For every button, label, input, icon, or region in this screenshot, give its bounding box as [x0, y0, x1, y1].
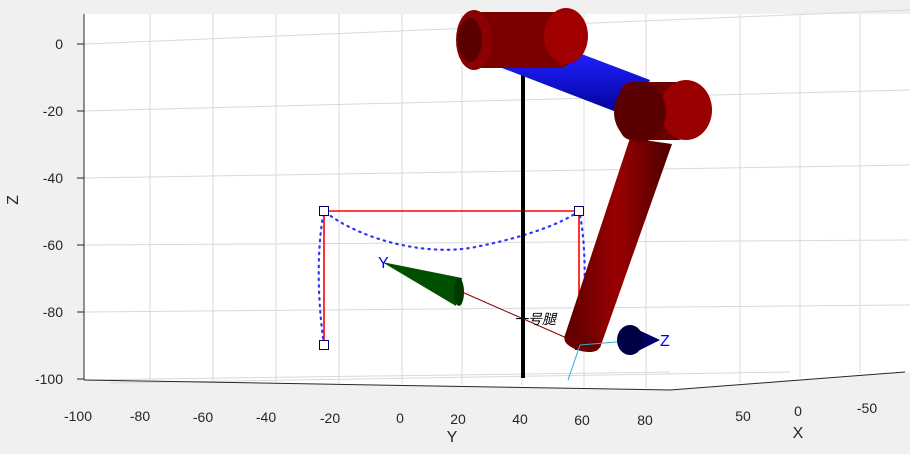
z-tick-label: -20 [43, 103, 63, 119]
y-tick-labels: -100 -80 -60 -40 -20 0 20 40 60 80 [64, 408, 653, 428]
axis-lines [83, 14, 906, 391]
z-tick-label: -60 [43, 237, 63, 253]
y-tick-label: -100 [64, 408, 92, 424]
y-axis-cone [382, 262, 462, 306]
x-tick-labels: 50 0 -50 [735, 400, 877, 424]
waypoint-marker [319, 340, 329, 350]
x-tick-label: 50 [735, 408, 751, 424]
y-tick-label: -60 [193, 409, 213, 425]
annotation-leader [461, 291, 579, 344]
y-axis-cone-base [454, 278, 464, 306]
y-tick-label: 0 [396, 410, 404, 426]
frame-label-y: Y [378, 255, 389, 272]
trajectory-solid-path [323, 210, 580, 345]
z-tick-label: -80 [43, 304, 63, 320]
waypoint-marker [574, 206, 584, 216]
y-tick-label: -40 [256, 409, 276, 425]
leg-annotation: 一号腿 [514, 312, 558, 328]
z-axis-cone-base [617, 325, 643, 355]
z-axis-label: Z [5, 195, 22, 205]
elbow-joint [614, 80, 712, 142]
y-tick-label: 80 [637, 412, 653, 428]
y-tick-label: 60 [574, 412, 590, 428]
frame-label-z: Z [660, 333, 670, 350]
z-tick-label: 0 [55, 36, 63, 52]
lower-link [564, 138, 672, 353]
shoulder-joint [456, 8, 588, 70]
z-tick-marks [77, 43, 84, 380]
z-tick-label: -40 [43, 170, 63, 186]
trajectory-dotted-path [317, 209, 586, 347]
waypoint-marker [319, 206, 329, 216]
z-tick-labels: 0 -20 -40 -60 -80 -100 [35, 36, 63, 387]
z-tick-label: -100 [35, 371, 63, 387]
x-tick-label: 0 [794, 403, 802, 419]
x-tick-label: -50 [857, 400, 877, 416]
y-tick-label: -20 [320, 410, 340, 426]
x-axis-label: X [793, 425, 804, 442]
plot-area [84, 14, 910, 390]
y-tick-label: 40 [512, 411, 528, 427]
y-tick-label: -80 [130, 408, 150, 424]
y-axis-label: Y [447, 429, 458, 446]
y-tick-label: 20 [450, 411, 466, 427]
